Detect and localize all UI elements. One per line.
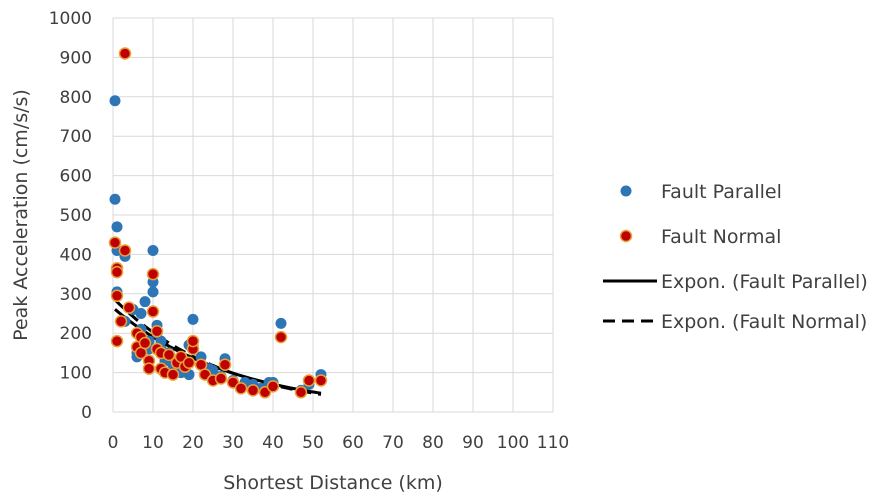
x-tick-label: 50 [302, 433, 324, 453]
point-fault-normal [108, 236, 122, 249]
axis-ticks: 0 10 20 30 40 50 60 70 80 90 100 110 0 100 200 300 400 50… [49, 9, 569, 453]
y-tick-label: 600 [60, 167, 92, 187]
point-fault-normal [234, 382, 248, 395]
point-fault-normal [166, 368, 180, 381]
legend-label: Expon. (Fault Parallel) [661, 271, 868, 293]
y-tick-label: 0 [81, 403, 92, 423]
trendline-fault-normal [113, 298, 322, 396]
point-fault-normal [214, 372, 228, 385]
y-tick-label: 1000 [49, 9, 92, 29]
point-fault-normal [110, 265, 124, 279]
x-tick-label: 40 [262, 433, 284, 453]
point-fault-normal [218, 358, 232, 371]
point-fault-normal [186, 334, 200, 348]
point-fault-parallel [109, 95, 121, 107]
x-tick-label: 90 [462, 433, 484, 453]
point-fault-normal [150, 324, 164, 338]
x-tick-label: 80 [422, 433, 444, 453]
point-fault-parallel [187, 313, 199, 325]
legend-marker-fault-normal [619, 229, 633, 243]
point-fault-normal [114, 315, 128, 328]
legend-label: Fault Parallel [661, 181, 782, 203]
point-fault-normal [138, 336, 152, 350]
point-fault-parallel [111, 221, 123, 233]
x-tick-label: 110 [537, 433, 569, 453]
point-fault-parallel [139, 296, 151, 308]
data-points [108, 47, 328, 399]
point-fault-normal [118, 244, 132, 257]
y-tick-label: 400 [60, 245, 92, 265]
point-fault-normal [146, 267, 160, 281]
point-fault-parallel [275, 317, 287, 329]
point-fault-parallel [109, 193, 121, 205]
point-fault-parallel [135, 308, 147, 319]
point-fault-normal [162, 348, 176, 362]
y-tick-label: 700 [60, 127, 92, 147]
point-fault-normal [314, 374, 328, 387]
point-fault-normal [274, 330, 288, 344]
point-fault-normal [110, 289, 124, 303]
y-tick-label: 100 [60, 364, 92, 384]
legend: Fault Parallel Fault Normal Expon. (Fault … [603, 181, 868, 333]
x-tick-label: 0 [108, 433, 119, 453]
point-fault-parallel [147, 244, 159, 256]
point-fault-normal [246, 384, 260, 397]
x-tick-label: 20 [182, 433, 204, 453]
point-fault-normal [146, 305, 160, 318]
trendlines [113, 298, 322, 396]
x-tick-label: 10 [142, 433, 164, 453]
legend-label: Fault Normal [661, 226, 781, 248]
y-tick-label: 900 [60, 48, 92, 68]
point-fault-normal [142, 362, 156, 375]
y-tick-label: 200 [60, 324, 92, 344]
legend-marker-fault-parallel [620, 185, 632, 197]
point-fault-normal [294, 386, 308, 399]
y-tick-label: 300 [60, 285, 92, 305]
x-tick-label: 60 [342, 433, 364, 453]
point-fault-normal [182, 356, 196, 369]
y-axis-title: Peak Acceleration (cm/s/s) [10, 89, 32, 341]
point-fault-normal [266, 380, 280, 393]
x-axis-title: Shortest Distance (km) [223, 472, 443, 494]
point-fault-normal [110, 334, 124, 348]
legend-label: Expon. (Fault Normal) [661, 311, 867, 333]
x-tick-label: 30 [222, 433, 244, 453]
y-tick-label: 500 [60, 206, 92, 226]
y-tick-label: 800 [60, 88, 92, 108]
x-tick-label: 100 [497, 433, 529, 453]
point-fault-parallel [147, 286, 159, 298]
grid [112, 17, 554, 413]
x-tick-label: 70 [382, 433, 404, 453]
point-fault-normal [122, 301, 136, 314]
point-fault-normal [118, 47, 132, 60]
point-fault-normal [302, 374, 316, 387]
